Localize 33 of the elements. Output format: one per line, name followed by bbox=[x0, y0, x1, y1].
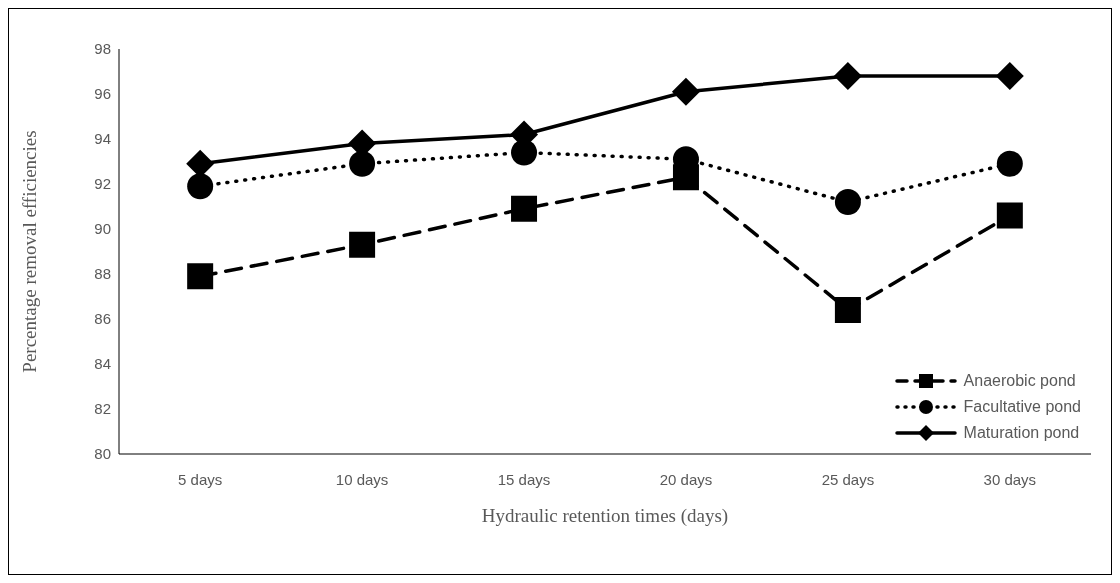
y-tick-label: 82 bbox=[94, 400, 111, 418]
point bbox=[187, 263, 214, 290]
legend-label: Anaerobic pond bbox=[963, 372, 1076, 390]
x-tick-label: 10 days bbox=[335, 470, 389, 488]
y-tick-label: 94 bbox=[94, 130, 111, 148]
x-tick-label: 15 days bbox=[497, 470, 551, 488]
point bbox=[996, 202, 1023, 229]
x-axis-title: Hydraulic retention times (days) bbox=[481, 505, 729, 527]
y-tick-label: 92 bbox=[94, 175, 111, 193]
point bbox=[834, 297, 861, 323]
y-tick-label: 84 bbox=[94, 355, 111, 373]
x-tick-label: 20 days bbox=[659, 470, 713, 488]
legend-label: Maturation pond bbox=[963, 424, 1080, 442]
point bbox=[349, 150, 376, 177]
x-tick-label: 25 days bbox=[821, 470, 875, 488]
x-tick-label: 30 days bbox=[983, 470, 1037, 488]
point bbox=[349, 231, 376, 258]
y-axis-title: Percentage removal efficiencies bbox=[18, 130, 40, 373]
point bbox=[995, 62, 1024, 90]
y-tick-label: 96 bbox=[94, 85, 111, 103]
point bbox=[511, 195, 538, 222]
y-tick-label: 86 bbox=[94, 310, 111, 328]
y-tick-label: 88 bbox=[94, 265, 111, 283]
point bbox=[834, 189, 861, 215]
y-tick-label: 98 bbox=[94, 40, 111, 58]
y-tick-label: 80 bbox=[94, 445, 111, 463]
point bbox=[671, 77, 700, 106]
point bbox=[833, 62, 862, 90]
point bbox=[996, 150, 1023, 177]
point bbox=[187, 173, 214, 200]
y-tick-label: 90 bbox=[94, 220, 111, 238]
x-tick-label: 5 days bbox=[178, 470, 223, 488]
legend-label: Facultative pond bbox=[963, 398, 1081, 416]
